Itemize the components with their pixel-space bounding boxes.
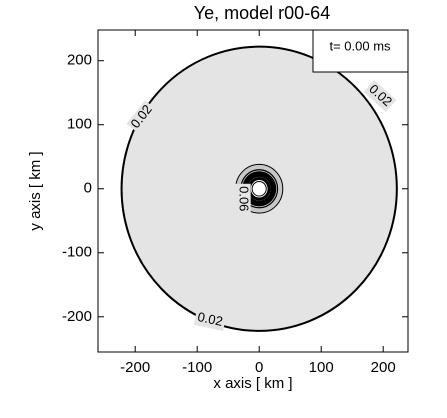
inner-ring (251, 180, 267, 197)
x-tick-label: 0 (255, 359, 263, 376)
y-tick-label: 100 (67, 116, 92, 133)
label-bg (126, 100, 158, 134)
x-tick-label: -100 (182, 359, 212, 376)
contour-label: 0.02 (196, 309, 224, 329)
label-bg (193, 309, 227, 331)
y-tick-label: -200 (62, 308, 92, 325)
x-tick-label: -200 (120, 359, 150, 376)
label-bg (234, 183, 251, 214)
label-bg (363, 80, 397, 112)
annotation: t= 0.00 ms (329, 38, 391, 53)
y-axis-label: y axis [ km ] (27, 151, 44, 230)
chart-title: Ye, model r00-64 (194, 3, 330, 23)
annotation-box (312, 29, 409, 73)
x-axis-label: x axis [ km ] (213, 375, 292, 392)
x-tick-label: 100 (309, 359, 334, 376)
plot-frame (97, 29, 409, 353)
y-tick-label: -100 (62, 244, 92, 261)
contour-line (120, 45, 398, 332)
y-tick-label: 0 (84, 180, 92, 197)
x-tick-label: 200 (371, 359, 396, 376)
y-tick-label: 200 (67, 52, 92, 69)
contour-label: 0.06 (236, 186, 251, 211)
